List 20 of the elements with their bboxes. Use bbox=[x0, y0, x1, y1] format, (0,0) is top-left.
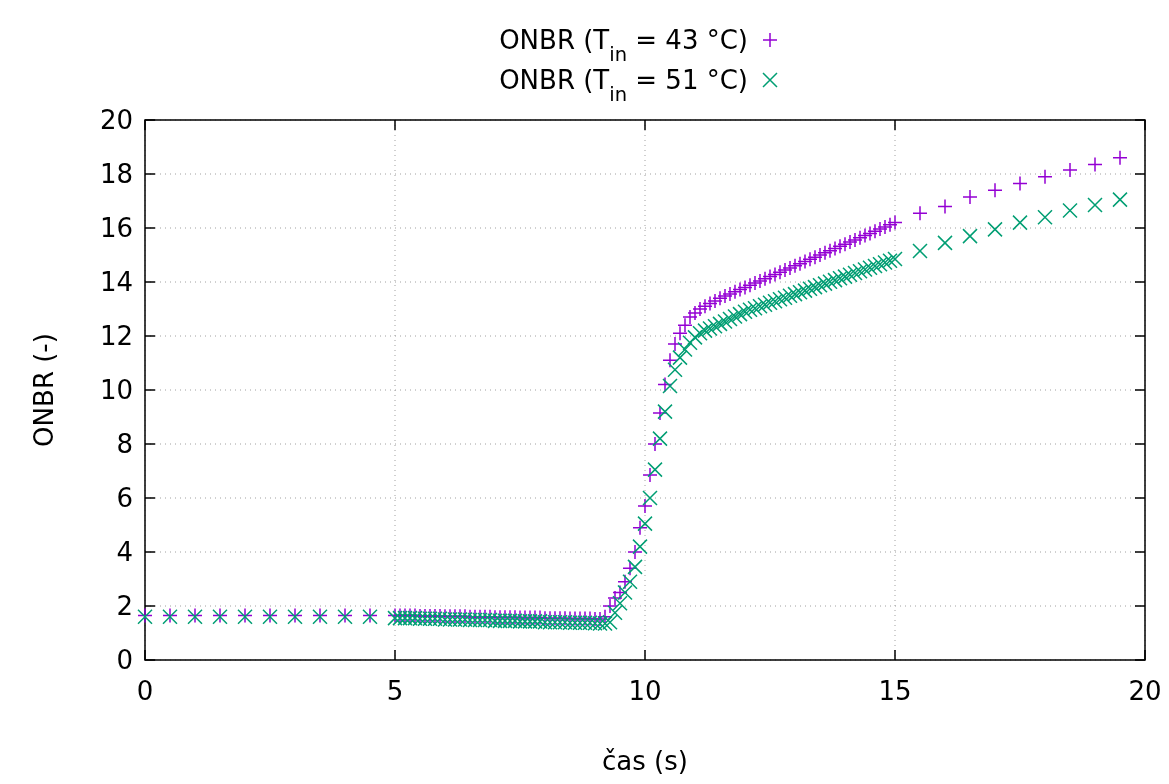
y-tick-label: 18 bbox=[99, 159, 133, 190]
x-tick-label: 15 bbox=[878, 676, 912, 706]
y-tick-label: 4 bbox=[116, 537, 133, 568]
x-axis-title: čas (s) bbox=[602, 746, 688, 776]
x-tick-label: 20 bbox=[1128, 676, 1162, 706]
y-tick-label: 0 bbox=[116, 645, 133, 676]
x-tick-label: 10 bbox=[628, 676, 662, 706]
x-tick-label: 0 bbox=[136, 676, 154, 706]
x-tick-label: 5 bbox=[386, 676, 404, 706]
y-tick-label: 6 bbox=[116, 483, 133, 514]
y-tick-label: 10 bbox=[99, 375, 133, 406]
y-tick-label: 16 bbox=[99, 213, 133, 244]
y-tick-label: 2 bbox=[116, 591, 133, 622]
y-tick-label: 8 bbox=[116, 429, 133, 460]
y-axis-title: ONBR (-) bbox=[29, 333, 59, 447]
y-tick-label: 14 bbox=[99, 267, 133, 298]
legend-label: ONBR (T$_{in}$ = 43 °C) bbox=[499, 25, 748, 66]
legend-label: ONBR (T$_{in}$ = 51 °C) bbox=[499, 65, 748, 106]
y-tick-label: 20 bbox=[99, 105, 133, 136]
y-tick-label: 12 bbox=[99, 321, 133, 352]
